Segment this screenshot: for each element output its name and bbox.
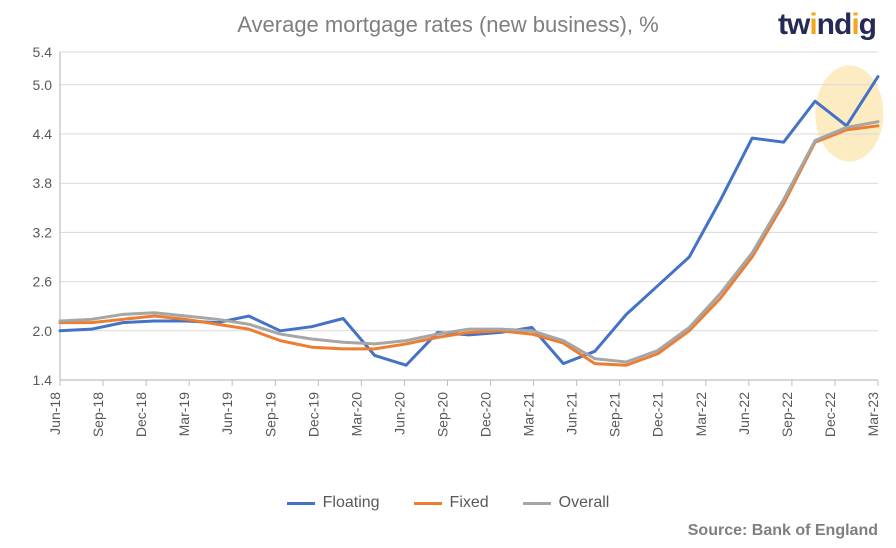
x-tick-label: Dec-21 <box>650 392 666 437</box>
legend: Floating Fixed Overall <box>0 494 896 512</box>
series-floating <box>60 77 878 366</box>
y-tick-label: 1.4 <box>33 372 53 388</box>
x-tick-label: Sep-19 <box>262 392 278 437</box>
legend-label: Fixed <box>450 494 489 512</box>
series-overall <box>60 122 878 362</box>
legend-item: Overall <box>523 494 610 512</box>
y-tick-label: 3.8 <box>33 175 53 191</box>
chart-svg: 1.4 2.0 2.6 3.2 3.8 4.4 5.0 5.4 Jun-18 Sep-18 Dec-… <box>0 0 896 548</box>
x-tick-label: Dec-19 <box>305 392 321 437</box>
x-tick-label: Sep-21 <box>607 392 623 437</box>
source-line: Source: Bank of England <box>688 522 878 540</box>
legend-swatch <box>523 502 551 505</box>
x-tick-label: Dec-18 <box>133 392 149 437</box>
x-tick-label: Jun-20 <box>391 392 407 435</box>
x-tick-label: Mar-23 <box>865 392 881 437</box>
x-tick-label: Mar-19 <box>176 392 192 437</box>
x-tick-label: Mar-22 <box>693 392 709 437</box>
x-tick-label: Sep-18 <box>90 392 106 437</box>
x-tick-label: Sep-20 <box>434 392 450 437</box>
x-tick-label: Mar-21 <box>521 392 537 437</box>
highlight-ellipse <box>815 66 883 162</box>
y-tick-label: 2.6 <box>33 274 53 290</box>
x-tick-label: Jun-19 <box>219 392 235 435</box>
legend-swatch <box>287 502 315 505</box>
x-tick-label: Dec-20 <box>478 392 494 437</box>
y-tick-label: 5.0 <box>33 77 53 93</box>
x-tick-label: Mar-20 <box>348 392 364 437</box>
x-tick-label: Dec-22 <box>822 392 838 437</box>
y-tick-label: 2.0 <box>33 323 53 339</box>
y-tick-label: 5.4 <box>33 44 53 60</box>
x-tick-label: Sep-22 <box>779 392 795 437</box>
y-tick-label: 3.2 <box>33 224 53 240</box>
legend-label: Overall <box>559 494 610 512</box>
legend-item: Fixed <box>414 494 489 512</box>
chart-container: Average mortgage rates (new business), %… <box>0 0 896 548</box>
legend-item: Floating <box>287 494 380 512</box>
legend-label: Floating <box>323 494 380 512</box>
x-tick-label: Jun-18 <box>47 392 63 435</box>
x-tick-label: Jun-21 <box>564 392 580 435</box>
y-tick-label: 4.4 <box>33 126 53 142</box>
legend-swatch <box>414 502 442 505</box>
x-tick-label: Jun-22 <box>736 392 752 435</box>
